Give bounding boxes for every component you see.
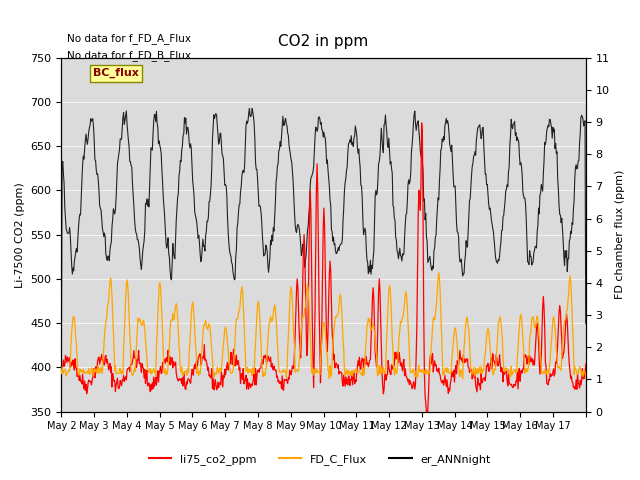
Text: No data for f_FD_B_Flux: No data for f_FD_B_Flux: [67, 50, 191, 61]
Bar: [61, 58, 586, 412]
Y-axis label: Li-7500 CO2 (ppm): Li-7500 CO2 (ppm): [15, 182, 25, 288]
Title: CO2 in ppm: CO2 in ppm: [278, 35, 369, 49]
Text: No data for f_FD_A_Flux: No data for f_FD_A_Flux: [67, 33, 191, 44]
Legend: li75_co2_ppm, FD_C_Flux, er_ANNnight: li75_co2_ppm, FD_C_Flux, er_ANNnight: [145, 450, 495, 469]
Y-axis label: FD chamber flux (ppm): FD chamber flux (ppm): [615, 170, 625, 300]
Text: BC_flux: BC_flux: [93, 68, 139, 79]
